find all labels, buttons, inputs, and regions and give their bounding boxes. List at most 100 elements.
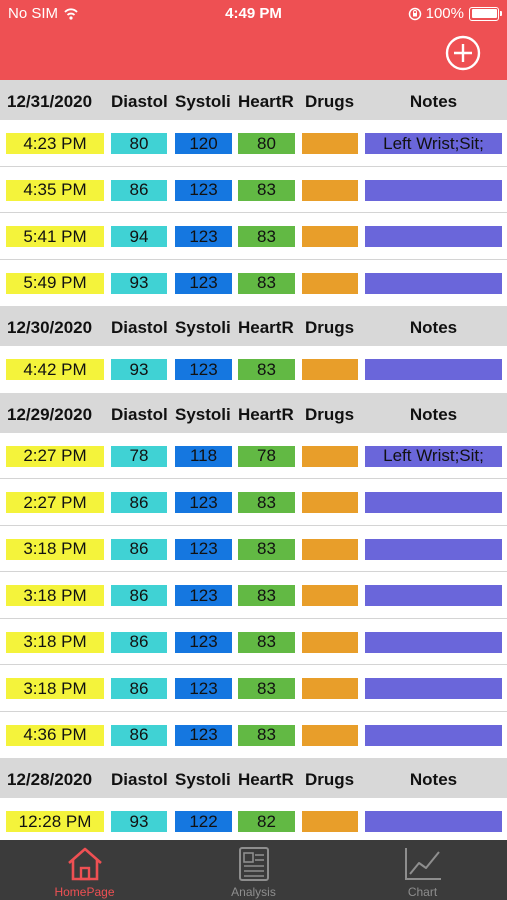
record-heart-rate: 83 [238, 272, 295, 294]
column-header-heart-rate: HeartR [238, 318, 294, 337]
section-date: 12/29/2020 [7, 404, 93, 424]
record-systolic: 123 [175, 538, 232, 560]
record-time: 3:18 PM [6, 678, 104, 699]
column-header-heart-rate: HeartR [238, 770, 294, 789]
record-notes [365, 492, 502, 513]
record-heart-rate: 83 [238, 226, 295, 247]
record-notes [365, 359, 502, 380]
tab-homepage[interactable]: HomePage [0, 840, 169, 900]
record-diastolic: 86 [111, 538, 167, 560]
record-drugs [302, 724, 358, 746]
record-heart-rate: 83 [238, 678, 295, 699]
section-rows: 4:42 PM 93 123 83 [0, 346, 507, 393]
tab-label: HomePage [54, 885, 115, 899]
record-row[interactable]: 4:36 PM 86 123 83 [0, 711, 507, 758]
record-drugs [302, 811, 358, 832]
record-diastolic: 94 [111, 226, 167, 247]
add-record-button[interactable] [445, 35, 481, 71]
column-header-notes: Notes [409, 92, 458, 111]
record-drugs [302, 179, 358, 201]
tab-analysis[interactable]: Analysis [169, 840, 338, 900]
column-header-drugs: Drugs [305, 92, 355, 111]
tab-label: Analysis [231, 885, 276, 899]
column-header-diastolic: Diastol [111, 404, 168, 424]
record-systolic: 123 [175, 724, 232, 746]
section-header: 12/29/2020 Diastol Systoli HeartR Drugs Notes [0, 392, 507, 433]
record-time: 4:35 PM [6, 179, 104, 201]
column-header-diastolic: Diastol [111, 318, 168, 337]
record-row[interactable]: 3:18 PM 86 123 83 [0, 525, 507, 572]
record-heart-rate: 83 [238, 179, 295, 201]
record-heart-rate: 83 [238, 585, 295, 606]
column-header-heart-rate: HeartR [238, 92, 294, 111]
record-row[interactable]: 12:28 PM 93 122 82 [0, 798, 507, 840]
record-systolic: 123 [175, 179, 232, 201]
column-header-notes: Notes [409, 404, 458, 424]
record-time: 4:23 PM [6, 133, 104, 154]
record-systolic: 123 [175, 272, 232, 294]
wifi-icon [64, 7, 78, 20]
record-systolic: 123 [175, 359, 232, 380]
record-time: 5:41 PM [6, 226, 104, 247]
status-right: 100% [408, 5, 502, 22]
record-drugs [302, 538, 358, 560]
column-header-drugs: Drugs [305, 404, 355, 424]
record-systolic: 123 [175, 585, 232, 606]
record-time: 4:42 PM [6, 359, 104, 380]
column-header-drugs: Drugs [305, 318, 355, 337]
section-rows: 12:28 PM 93 122 82 [0, 798, 507, 840]
record-row[interactable]: 4:42 PM 93 123 83 [0, 346, 507, 393]
record-row[interactable]: 5:49 PM 93 123 83 [0, 259, 507, 306]
record-heart-rate: 80 [238, 133, 295, 154]
section-rows: 4:23 PM 80 120 80 Left Wrist;Sit; 4:35 PM 86 12… [0, 120, 507, 306]
tab-label: Chart [407, 885, 438, 899]
section-header: 12/28/2020 Diastol Systoli HeartR Drugs Notes [0, 758, 507, 798]
record-time: 12:28 PM [6, 811, 104, 832]
tab-chart[interactable]: Chart [338, 840, 507, 900]
record-row[interactable]: 2:27 PM 78 118 78 Left Wrist;Sit; [0, 432, 507, 479]
record-row[interactable]: 4:35 PM 86 123 83 [0, 166, 507, 213]
record-notes [365, 724, 502, 746]
record-heart-rate: 83 [238, 538, 295, 560]
record-row[interactable]: 2:27 PM 86 123 83 [0, 479, 507, 526]
record-drugs [302, 585, 358, 606]
section-header: 12/30/2020 Diastol Systoli HeartR Drugs Notes [0, 306, 507, 346]
record-notes: Left Wrist;Sit; [365, 133, 502, 154]
column-header-notes: Notes [409, 770, 458, 789]
record-systolic: 123 [175, 631, 232, 653]
record-notes [365, 631, 502, 653]
home-icon [65, 846, 105, 882]
record-heart-rate: 83 [238, 724, 295, 746]
record-drugs [302, 492, 358, 513]
column-header-systolic: Systoli [175, 770, 231, 789]
record-row[interactable]: 3:18 PM 86 123 83 [0, 618, 507, 665]
chart-icon [403, 846, 443, 882]
record-systolic: 120 [175, 133, 232, 154]
record-heart-rate: 82 [238, 811, 295, 832]
orientation-lock-icon [408, 7, 421, 20]
status-time: 4:49 PM [225, 5, 282, 22]
record-systolic: 123 [175, 226, 232, 247]
record-heart-rate: 78 [238, 445, 295, 467]
column-header-diastolic: Diastol [111, 770, 168, 789]
record-time: 2:27 PM [6, 445, 104, 467]
records-list[interactable]: 12/31/2020 Diastol Systoli HeartR Drugs Notes… [0, 80, 507, 840]
section-date: 12/28/2020 [7, 770, 93, 789]
record-time: 4:36 PM [6, 724, 104, 746]
record-row[interactable]: 4:23 PM 80 120 80 Left Wrist;Sit; [0, 120, 507, 167]
record-row[interactable]: 3:18 PM 86 123 83 [0, 665, 507, 712]
record-notes [365, 678, 502, 699]
record-drugs [302, 272, 358, 294]
column-header-heart-rate: HeartR [238, 404, 294, 424]
record-notes [365, 538, 502, 560]
column-header-systolic: Systoli [175, 318, 231, 337]
record-diastolic: 78 [111, 445, 167, 467]
status-bar: No SIM 4:49 PM 100% [0, 0, 507, 28]
record-time: 3:18 PM [6, 631, 104, 653]
analysis-icon [234, 846, 274, 882]
record-row[interactable]: 5:41 PM 94 123 83 [0, 213, 507, 260]
record-row[interactable]: 3:18 PM 86 123 83 [0, 572, 507, 619]
record-time: 5:49 PM [6, 272, 104, 294]
record-time: 2:27 PM [6, 492, 104, 513]
record-diastolic: 86 [111, 492, 167, 513]
